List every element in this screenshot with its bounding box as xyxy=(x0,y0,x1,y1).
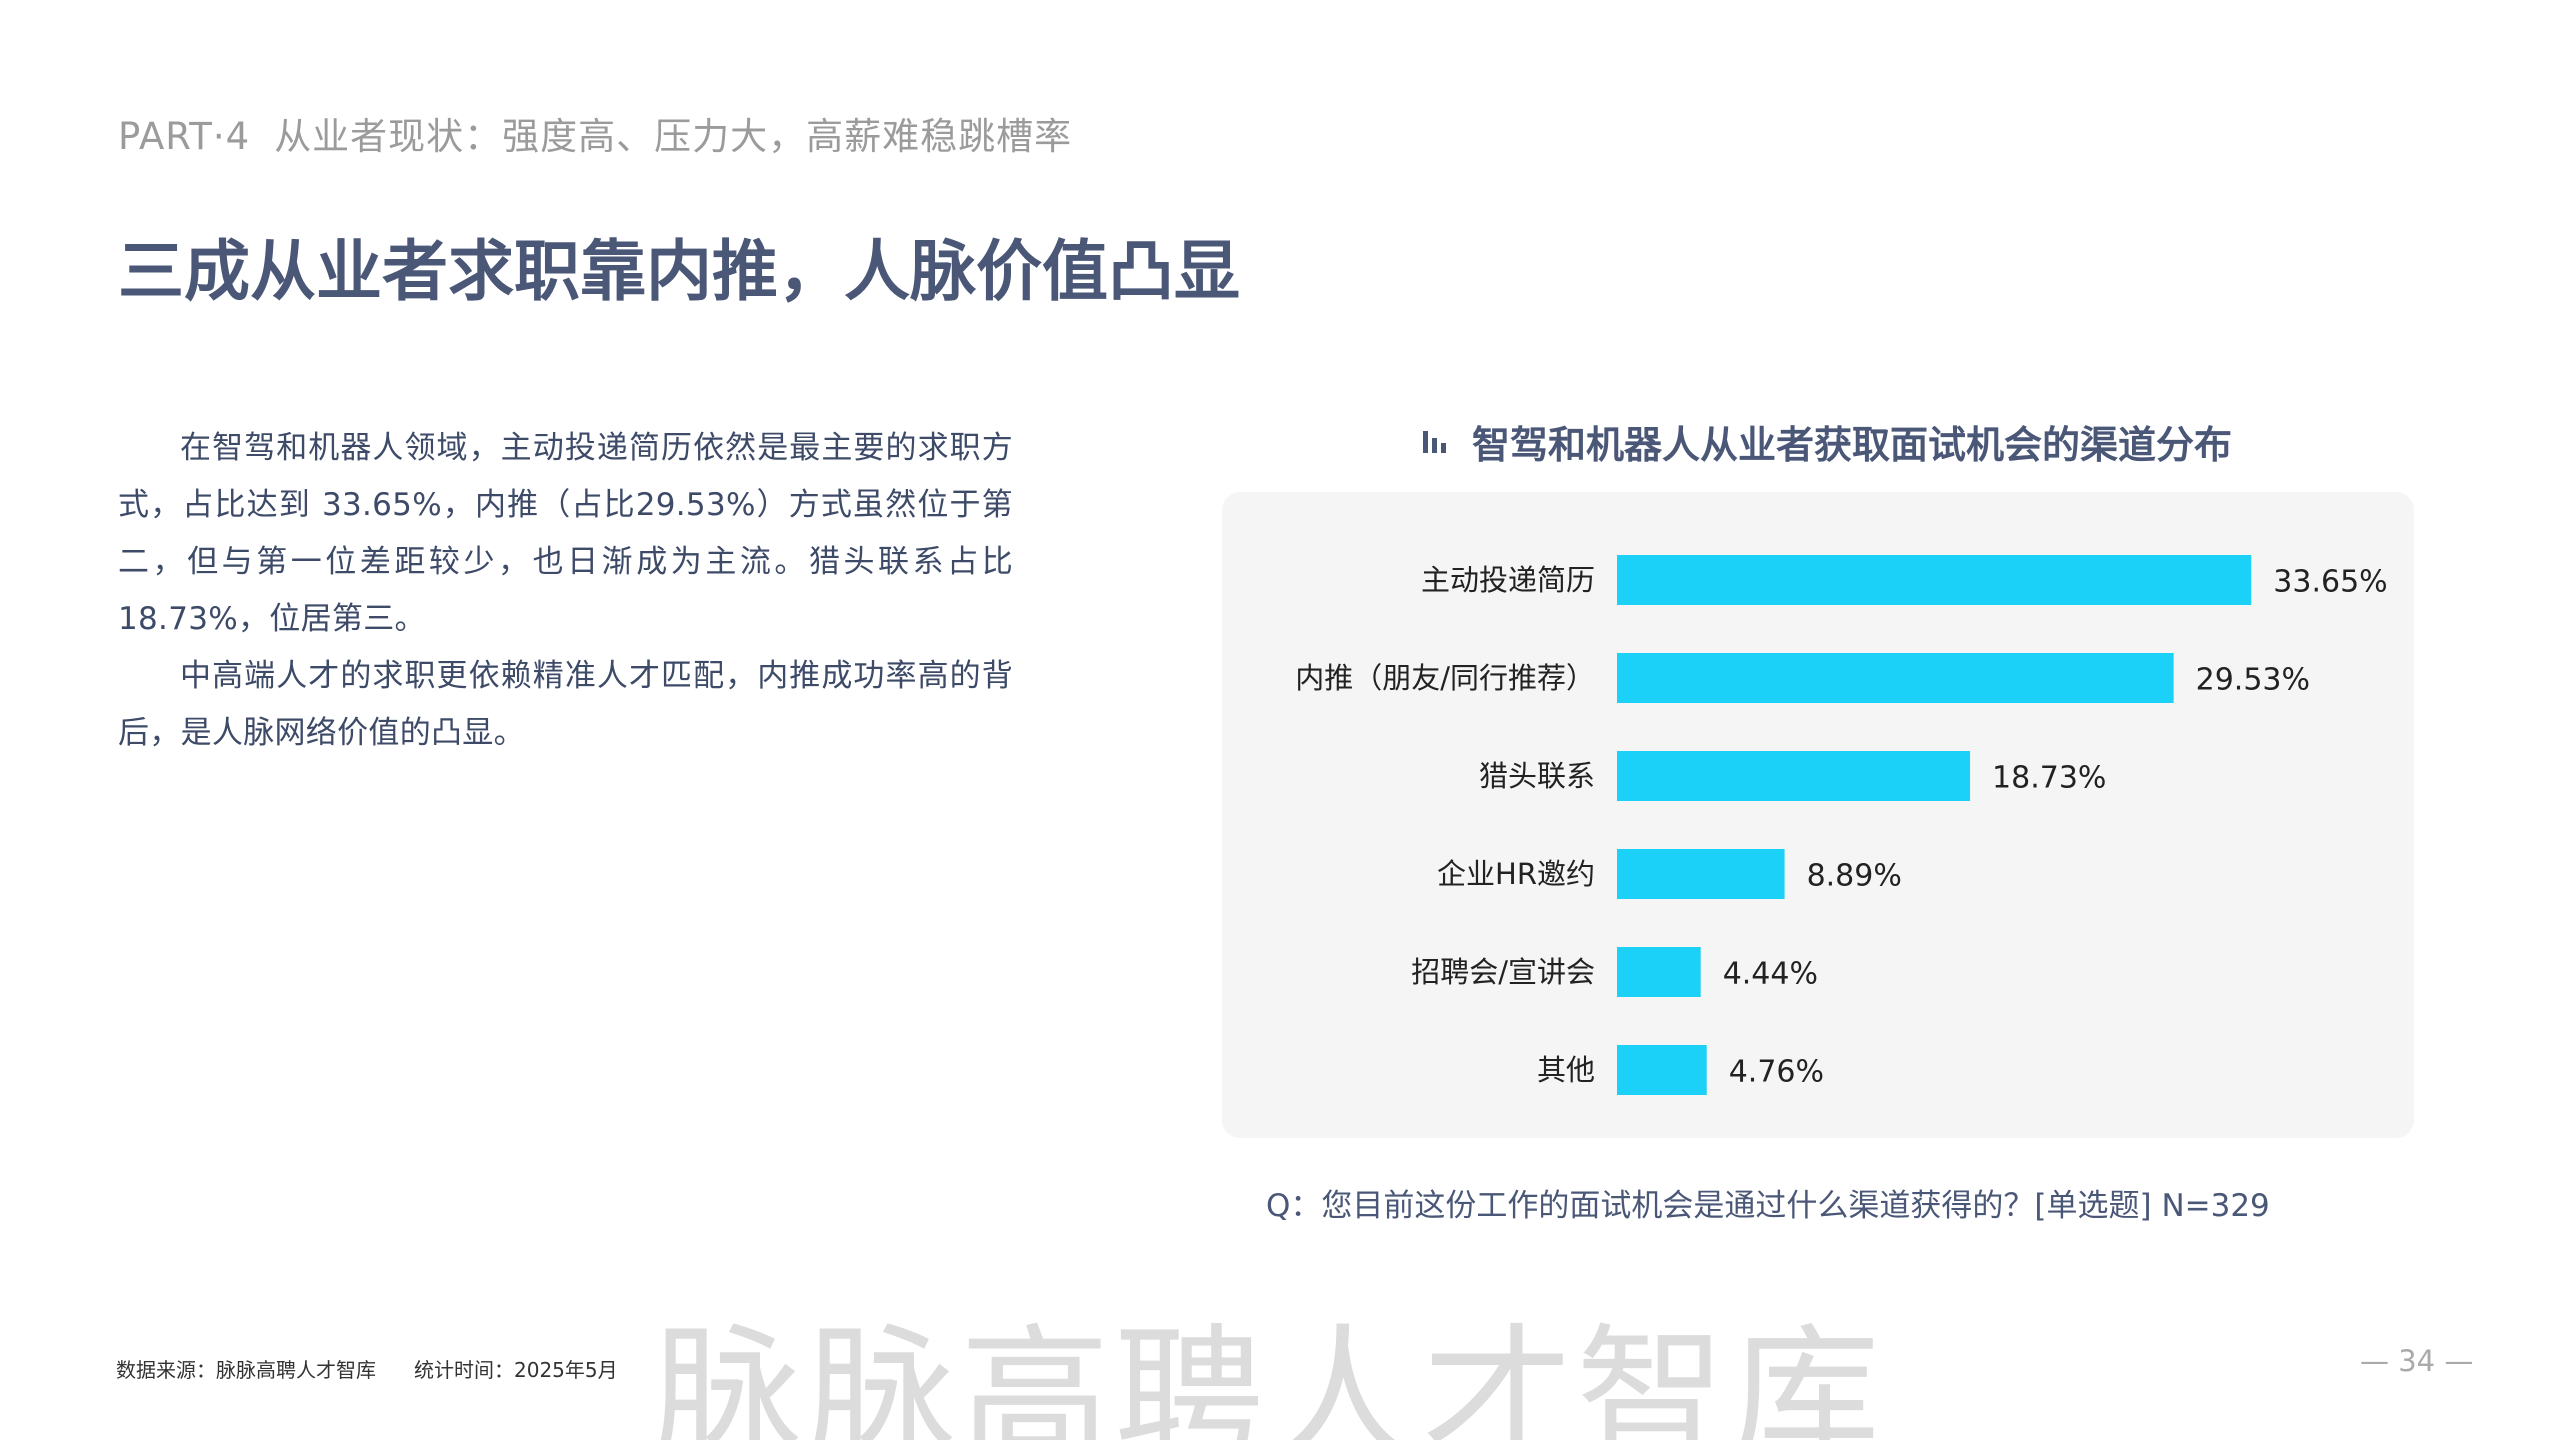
bar xyxy=(1617,849,1785,899)
chart-panel: 主动投递简历 33.65% 内推（朋友/同行推荐） 29.53% 猎头联系 18.73% 企… xyxy=(1222,492,2414,1138)
value-label: 18.73% xyxy=(1992,761,2106,796)
body-text: 在智驾和机器人领域，主动投递简历依然是最主要的求职方式，占比达到 33.65%，… xyxy=(118,420,1013,762)
category-label: 内推（朋友/同行推荐） xyxy=(1295,661,1595,695)
survey-question: Q：您目前这份工作的面试机会是通过什么渠道获得的？[单选题] N=329 xyxy=(1266,1188,2270,1224)
body-paragraph-1: 在智驾和机器人领域，主动投递简历依然是最主要的求职方式，占比达到 33.65%，… xyxy=(118,430,1013,637)
footer-source: 数据来源：脉脉高聘人才智库 统计时间：2025年5月 xyxy=(116,1354,618,1383)
bar xyxy=(1617,1045,1707,1095)
chart-title: 智驾和机器人从业者获取面试机会的渠道分布 xyxy=(1420,414,2232,469)
value-label: 8.89% xyxy=(1807,859,1902,894)
chart-title-text: 智驾和机器人从业者获取面试机会的渠道分布 xyxy=(1472,423,2233,467)
bar xyxy=(1617,751,1971,801)
bar-chart-icon xyxy=(1423,430,1446,453)
category-label: 猎头联系 xyxy=(1479,759,1595,793)
page-title: 三成从业者求职靠内推，人脉价值凸显 xyxy=(118,233,1240,310)
category-label: 企业HR邀约 xyxy=(1437,857,1595,891)
section-subtitle: 从业者现状：强度高、压力大，高薪难稳跳槽率 xyxy=(274,115,1073,158)
watermark: 脉脉高聘人才智库 xyxy=(652,1311,1885,1440)
category-label: 主动投递简历 xyxy=(1421,563,1595,597)
value-label: 4.76% xyxy=(1729,1055,1824,1090)
stat-time: 统计时间：2025年5月 xyxy=(414,1358,618,1382)
part-label: PART·4 xyxy=(118,115,251,158)
value-label: 29.53% xyxy=(2196,663,2310,698)
bar xyxy=(1617,555,2252,605)
value-label: 33.65% xyxy=(2273,565,2387,600)
bar xyxy=(1617,653,2174,703)
data-source: 数据来源：脉脉高聘人才智库 xyxy=(116,1358,376,1382)
bar xyxy=(1617,947,1701,997)
body-paragraph-2: 中高端人才的求职更依赖精准人才匹配，内推成功率高的背后，是人脉网络价值的凸显。 xyxy=(118,658,1013,751)
section-label: PART·4 从业者现状：强度高、压力大，高薪难稳跳槽率 xyxy=(118,106,1072,160)
page-number: — 34 — xyxy=(2360,1344,2474,1378)
bar-chart: 主动投递简历 33.65% 内推（朋友/同行推荐） 29.53% 猎头联系 18.73% 企… xyxy=(1295,555,2388,1095)
category-label: 招聘会/宣讲会 xyxy=(1411,955,1595,989)
category-label: 其他 xyxy=(1537,1053,1595,1087)
value-label: 4.44% xyxy=(1723,957,1818,992)
